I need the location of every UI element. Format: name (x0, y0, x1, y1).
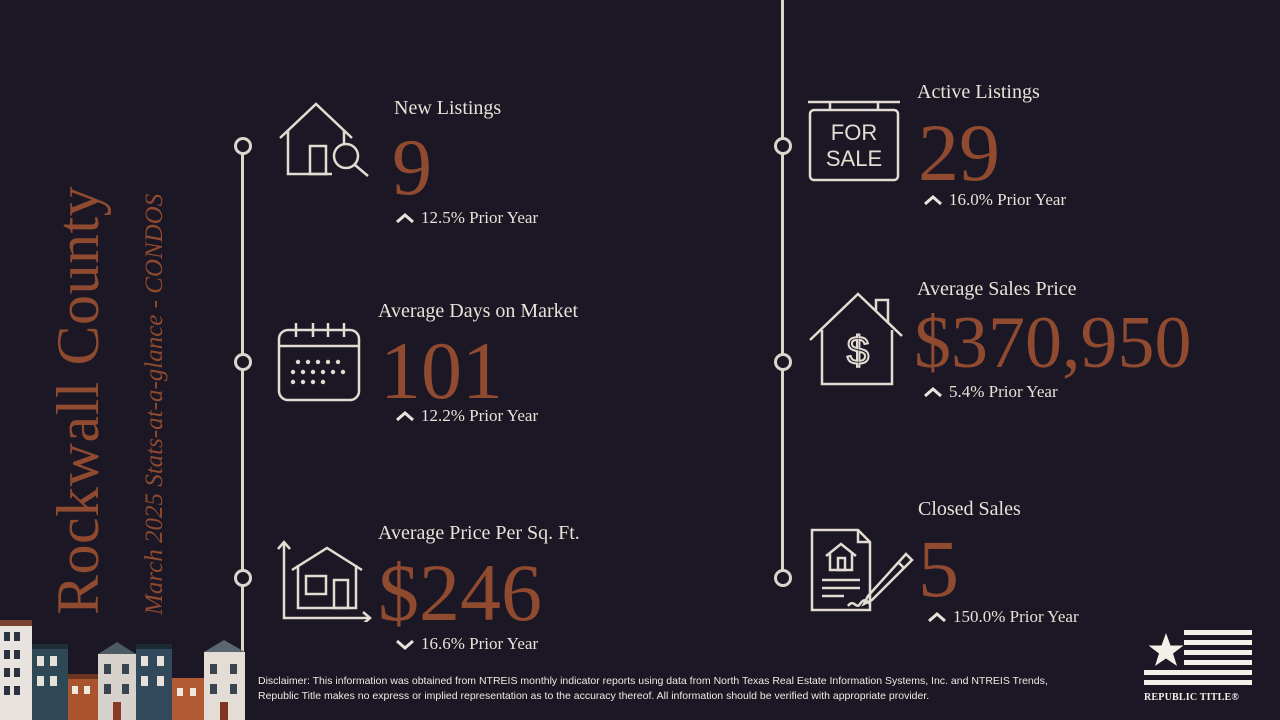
chevron-up-icon (924, 387, 942, 398)
sign-text-sale: SALE (825, 146, 883, 171)
change-text: 150.0% Prior Year (953, 607, 1079, 626)
republic-title-flag-icon (1144, 630, 1252, 685)
change-text: 12.5% Prior Year (421, 208, 539, 227)
avg-ppsf-change: 16.6% Prior Year (395, 634, 538, 654)
closed-sales-change: 150.0% Prior Year (927, 607, 1079, 627)
active-listings-label: Active Listings (917, 81, 1040, 103)
avg-dom-label: Average Days on Market (378, 300, 579, 322)
avg-sales-price-value: $370,950 (914, 302, 1192, 384)
sign-text-for: FOR (830, 120, 878, 145)
chevron-up-icon (396, 213, 414, 224)
new-listings-value: 9 (392, 124, 432, 212)
county-title: Rockwall County (45, 185, 111, 615)
house-chart-icon (277, 540, 372, 622)
avg-ppsf-value: $246 (378, 547, 542, 638)
new-listings-change: 12.5% Prior Year (395, 208, 538, 228)
house-dollar-icon: $ (809, 292, 903, 386)
change-text: 16.0% Prior Year (949, 190, 1067, 209)
change-text: 12.2% Prior Year (421, 406, 539, 425)
timeline-node (774, 353, 792, 371)
timeline-node (234, 353, 252, 371)
closed-sales-label: Closed Sales (918, 498, 1021, 520)
timeline-node (774, 569, 792, 587)
timeline-right (781, 0, 784, 580)
avg-ppsf-label: Average Price Per Sq. Ft. (378, 522, 580, 544)
chevron-up-icon (924, 195, 942, 206)
disclaimer-text: Disclaimer: This information was obtaine… (258, 675, 1048, 702)
active-listings-value: 29 (918, 107, 1000, 198)
new-listings-label: New Listings (394, 97, 502, 119)
change-text: 5.4% Prior Year (949, 382, 1058, 401)
timeline-node (774, 137, 792, 155)
house-search-icon (279, 102, 369, 177)
report-subtitle: March 2025 Stats-at-a-glance - CONDOS (141, 193, 168, 615)
active-listings-change: 16.0% Prior Year (923, 190, 1066, 210)
avg-sales-price-change: 5.4% Prior Year (923, 382, 1058, 402)
closed-sales-value: 5 (918, 523, 959, 614)
timeline-left (241, 144, 244, 720)
change-text: 16.6% Prior Year (421, 634, 539, 653)
timeline-node (234, 569, 252, 587)
chevron-down-icon (396, 639, 414, 650)
signed-contract-icon (810, 528, 914, 612)
avg-sales-price-label: Average Sales Price (917, 278, 1077, 300)
chevron-up-icon (396, 411, 414, 422)
calendar-icon (277, 323, 361, 402)
avg-dom-value: 101 (380, 325, 503, 416)
chevron-up-icon (928, 612, 946, 623)
for-sale-sign-icon: FOR SALE (806, 98, 902, 184)
avg-dom-change: 12.2% Prior Year (395, 406, 538, 426)
logo-text: REPUBLIC TITLE® (1144, 692, 1240, 703)
townhouses-illustration (0, 620, 245, 720)
timeline-node (234, 137, 252, 155)
svg-text:$: $ (847, 329, 869, 373)
